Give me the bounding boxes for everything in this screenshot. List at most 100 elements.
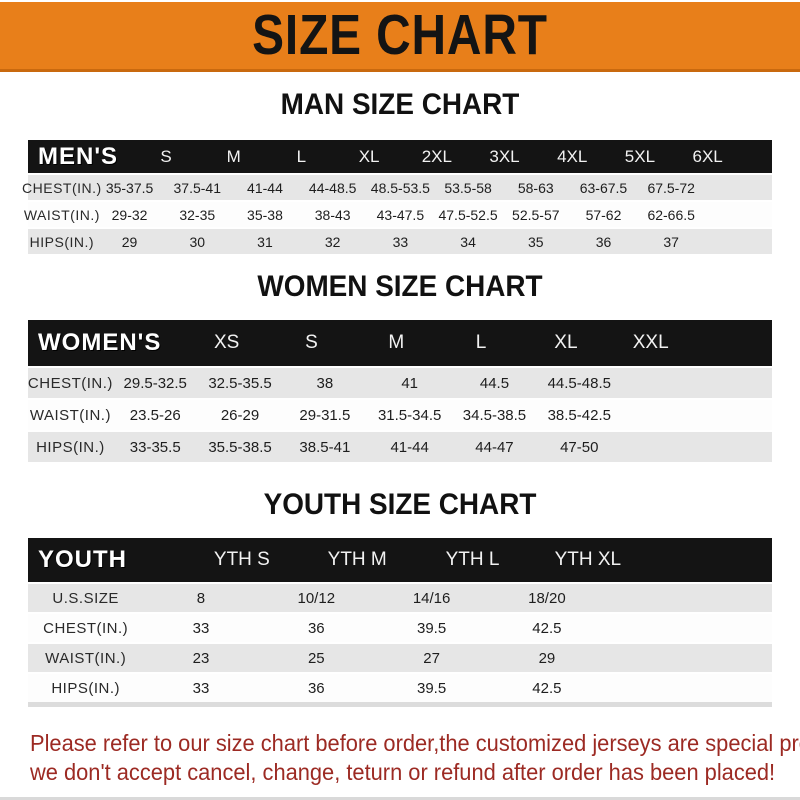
size-value: 44.5 bbox=[479, 374, 510, 392]
filler-cell bbox=[622, 432, 701, 462]
size-value: 44-47 bbox=[475, 438, 514, 456]
size-value: 29 bbox=[121, 233, 138, 250]
size-column-header: XS bbox=[213, 332, 240, 353]
row-label: WAIST(IN.) bbox=[23, 206, 100, 223]
size-value: 32-35 bbox=[179, 206, 216, 223]
size-value: 41 bbox=[401, 374, 418, 392]
size-value: 35-38 bbox=[247, 206, 283, 223]
size-column-header: YTH M bbox=[327, 549, 387, 570]
row-label: U.S.SIZE bbox=[52, 589, 119, 607]
size-column-header: 5XL bbox=[624, 146, 656, 166]
size-value: 44-48.5 bbox=[308, 179, 357, 196]
size-chart-banner: SIZE CHART bbox=[0, 2, 800, 72]
filler-cell bbox=[622, 400, 701, 430]
size-value: 62-66.5 bbox=[647, 206, 695, 223]
size-value: 35 bbox=[527, 233, 544, 250]
size-value: 38.5-41 bbox=[299, 438, 351, 456]
size-value: 38-43 bbox=[314, 206, 351, 223]
bottom-edge-strip bbox=[0, 797, 800, 800]
size-section-youth: YOUTH SIZE CHART YOUTH YTH S YTH M YTH L YTH … bbox=[0, 488, 800, 707]
size-value: 43-47.5 bbox=[376, 206, 425, 223]
size-value: 14/16 bbox=[412, 589, 451, 607]
size-value: 38 bbox=[316, 374, 334, 392]
size-value: 26-29 bbox=[220, 406, 260, 424]
banner-title: SIZE CHART bbox=[252, 3, 548, 67]
size-section-women: WOMEN SIZE CHART WOMEN'S XS S M L XL XXL CHEST(I… bbox=[0, 270, 800, 462]
size-value: 48.5-53.5 bbox=[370, 179, 430, 196]
table-header-row: WOMEN'S XS S M L XL XXL bbox=[28, 320, 772, 366]
filler-cell bbox=[622, 368, 701, 398]
size-value: 41-44 bbox=[247, 179, 283, 196]
size-column-header: L bbox=[296, 146, 307, 166]
table-row: CHEST(IN.) 33 36 39.5 42.5 bbox=[28, 614, 772, 642]
table-corner-label: MEN'S bbox=[38, 142, 119, 170]
table-header-row: YOUTH YTH S YTH M YTH L YTH XL bbox=[28, 538, 772, 582]
filler-cell bbox=[605, 674, 731, 702]
size-column-header: M bbox=[388, 332, 405, 353]
men-size-table: MEN'S S M L XL 2XL 3XL 4XL 5XL 6XL CHEST(IN.) 35-37… bbox=[22, 140, 772, 254]
table-row: U.S.SIZE 8 10/12 14/16 18/20 bbox=[28, 584, 772, 612]
filler-cell bbox=[705, 175, 736, 200]
table-row: HIPS(IN.) 33-35.5 35.5-38.5 38.5-41 41-44 44-… bbox=[28, 432, 772, 462]
size-column-header: 2XL bbox=[421, 146, 452, 166]
size-value: 35-37.5 bbox=[105, 179, 154, 196]
size-value: 8 bbox=[196, 589, 206, 607]
size-column-header: XL bbox=[358, 146, 380, 166]
table-row: CHEST(IN.) 35-37.5 37.5-41 41-44 44-48.5 48.5… bbox=[22, 175, 772, 200]
row-label: CHEST(IN.) bbox=[43, 619, 129, 637]
section-heading-youth: YOUTH SIZE CHART bbox=[263, 488, 537, 521]
size-value: 35.5-38.5 bbox=[208, 438, 272, 456]
size-value: 57-62 bbox=[585, 206, 622, 223]
section-heading-men: MAN SIZE CHART bbox=[280, 88, 520, 121]
section-heading-women: WOMEN SIZE CHART bbox=[257, 270, 543, 303]
table-corner-label: WOMEN'S bbox=[38, 329, 162, 356]
size-value: 37 bbox=[663, 233, 679, 250]
size-value: 31 bbox=[257, 233, 273, 250]
size-value: 34.5-38.5 bbox=[462, 406, 527, 424]
size-chart-sections: MAN SIZE CHART MEN'S S M L XL 2XL 3XL 4XL 5XL 6XL C… bbox=[0, 88, 800, 707]
size-value: 33 bbox=[192, 679, 210, 697]
size-column-header: YTH S bbox=[213, 549, 270, 570]
size-value: 47.5-52.5 bbox=[438, 206, 498, 223]
filler-cell bbox=[705, 202, 736, 227]
women-size-table: WOMEN'S XS S M L XL XXL CHEST(IN.) 29.5-32.5 32.5… bbox=[28, 320, 772, 462]
size-value: 25 bbox=[307, 649, 325, 667]
filler-cell bbox=[605, 644, 731, 672]
table-corner-label: YOUTH bbox=[38, 546, 127, 573]
table-row: WAIST(IN.) 29-32 32-35 35-38 38-43 43-47.5 47.… bbox=[23, 202, 772, 227]
table-row: HIPS(IN.) 29 30 31 32 33 34 35 36 37 bbox=[28, 229, 772, 254]
size-value: 29-32 bbox=[111, 206, 148, 223]
row-label: CHEST(IN.) bbox=[22, 179, 102, 196]
row-label: CHEST(IN.) bbox=[27, 374, 113, 392]
size-column-header: L bbox=[475, 332, 487, 353]
disclaimer-line-2: we don't accept cancel, change, teturn o… bbox=[30, 759, 776, 785]
size-column-header: S bbox=[305, 332, 318, 353]
size-value: 63-67.5 bbox=[579, 179, 628, 196]
size-value: 31.5-34.5 bbox=[377, 406, 442, 424]
size-value: 33-35.5 bbox=[129, 438, 181, 456]
size-value: 38.5-42.5 bbox=[547, 406, 611, 424]
size-value: 27 bbox=[423, 649, 440, 667]
size-value: 33 bbox=[392, 233, 409, 250]
size-value: 32.5-35.5 bbox=[208, 374, 272, 392]
size-value: 53.5-58 bbox=[444, 179, 492, 196]
size-value: 29-31.5 bbox=[299, 406, 351, 424]
table-row: WAIST(IN.) 23.5-26 26-29 29-31.5 31.5-34.5 34… bbox=[28, 400, 772, 430]
size-value: 23.5-26 bbox=[129, 406, 181, 424]
size-column-header: 3XL bbox=[489, 146, 520, 166]
size-column-header: 6XL bbox=[692, 146, 723, 166]
size-column-header: XXL bbox=[632, 332, 669, 353]
size-column-header: M bbox=[226, 146, 241, 166]
table-row: CHEST(IN.) 29.5-32.5 32.5-35.5 38 41 44.5 44.5… bbox=[28, 368, 772, 398]
filler-cell bbox=[605, 584, 731, 612]
size-column-header: YTH XL bbox=[554, 549, 622, 570]
size-value: 29.5-32.5 bbox=[123, 374, 187, 392]
size-value: 30 bbox=[189, 233, 206, 250]
size-value: 44.5-48.5 bbox=[547, 374, 611, 392]
size-value: 29 bbox=[538, 649, 556, 667]
size-value: 42.5 bbox=[532, 679, 562, 697]
size-value: 36 bbox=[595, 233, 612, 250]
size-value: 18/20 bbox=[528, 589, 566, 607]
size-value: 67.5-72 bbox=[647, 179, 695, 196]
size-value: 39.5 bbox=[416, 619, 447, 637]
